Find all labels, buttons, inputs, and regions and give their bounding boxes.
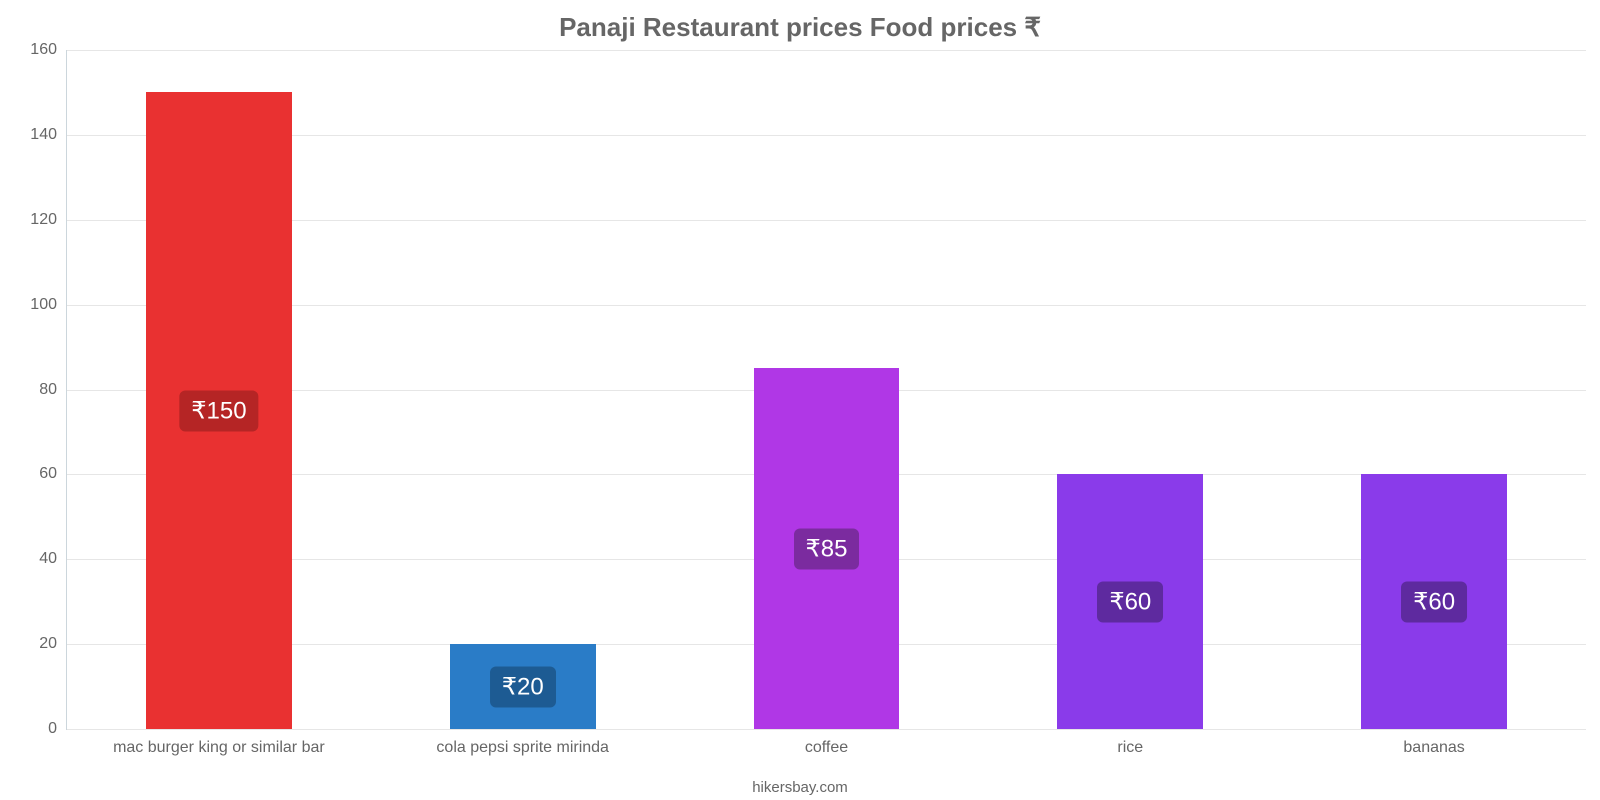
y-tick-label: 140 — [30, 126, 67, 144]
x-axis-label: cola pepsi sprite mirinda — [436, 729, 609, 757]
y-tick-label: 60 — [39, 465, 67, 483]
y-tick-label: 40 — [39, 550, 67, 568]
value-badge: ₹85 — [794, 528, 860, 569]
y-tick-label: 0 — [48, 720, 67, 738]
chart-container: Panaji Restaurant prices Food prices ₹ 0… — [0, 0, 1600, 800]
x-axis-label: coffee — [805, 729, 848, 757]
value-badge: ₹20 — [490, 666, 556, 707]
value-badge: ₹150 — [179, 390, 258, 431]
y-tick-label: 160 — [30, 41, 67, 59]
x-axis-label: bananas — [1403, 729, 1464, 757]
gridline — [67, 135, 1586, 136]
chart-title: Panaji Restaurant prices Food prices ₹ — [0, 0, 1600, 43]
y-tick-label: 80 — [39, 381, 67, 399]
gridline — [67, 220, 1586, 221]
chart-credit: hikersbay.com — [0, 779, 1600, 796]
x-axis-label: mac burger king or similar bar — [113, 729, 325, 757]
y-tick-label: 20 — [39, 635, 67, 653]
gridline — [67, 50, 1586, 51]
y-tick-label: 100 — [30, 296, 67, 314]
value-badge: ₹60 — [1401, 581, 1467, 622]
gridline — [67, 305, 1586, 306]
plot-area: 020406080100120140160₹150mac burger king… — [66, 50, 1586, 730]
value-badge: ₹60 — [1097, 581, 1163, 622]
x-axis-label: rice — [1117, 729, 1143, 757]
y-tick-label: 120 — [30, 211, 67, 229]
